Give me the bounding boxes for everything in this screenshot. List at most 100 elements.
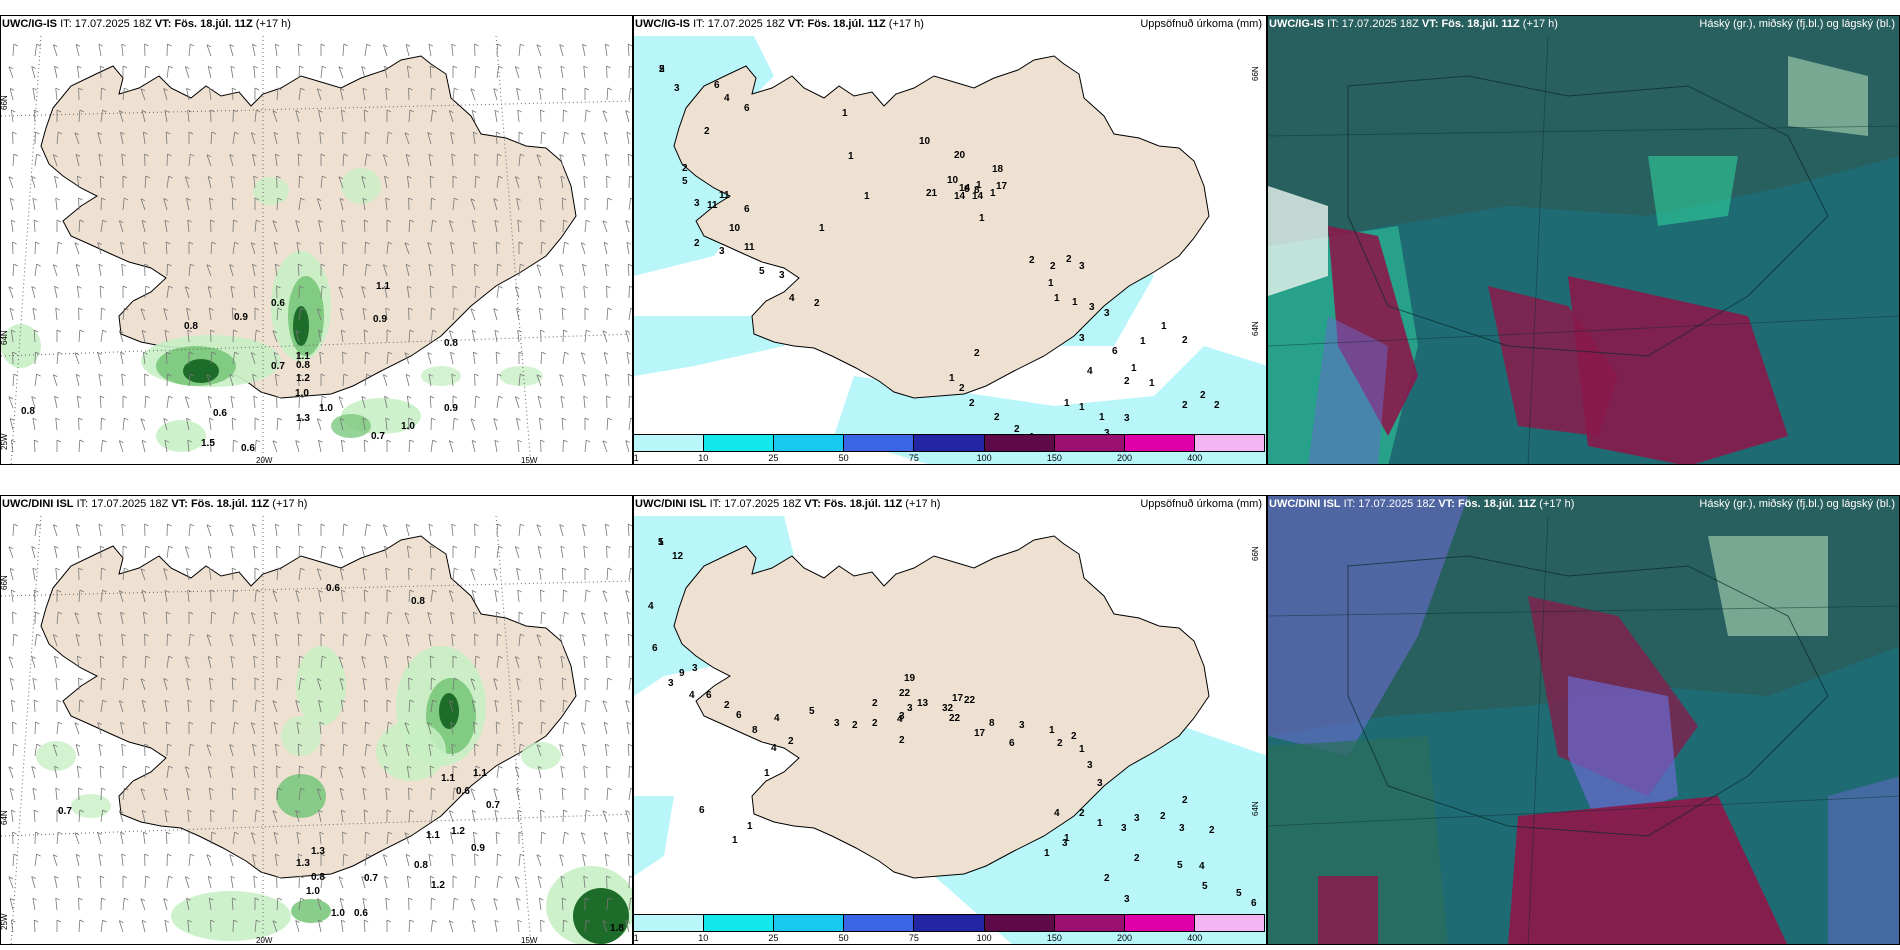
- wind-barb-flag: [187, 439, 192, 443]
- wind-barb-flag: [55, 197, 60, 201]
- wind-barb: [385, 678, 388, 691]
- wind-barb: [208, 198, 212, 211]
- wind-barb: [474, 546, 477, 559]
- iceland-coastline: [1347, 75, 1829, 357]
- wind-barb-flag: [322, 285, 327, 289]
- wind-barb-flag: [520, 633, 525, 637]
- wind-barb-flag: [366, 743, 371, 747]
- wind-barb: [276, 88, 279, 101]
- wind-barb-flag: [79, 439, 85, 443]
- legend-tick-label: 400: [1187, 933, 1203, 943]
- wind-barb-flag: [516, 87, 521, 91]
- wind-barb-flag: [362, 417, 368, 421]
- wind-barb: [514, 396, 520, 409]
- wind-barb-flag: [607, 197, 613, 201]
- wind-barb-flag: [338, 656, 344, 660]
- wind-barb: [472, 132, 476, 145]
- wind-barb-flag: [140, 678, 146, 682]
- wind-barb: [297, 854, 300, 867]
- wind-barb: [273, 832, 278, 845]
- wind-barb-flag: [54, 655, 59, 659]
- accum-precip-label: 1: [976, 180, 982, 191]
- wind-barb-flag: [56, 809, 62, 813]
- precip-value-label: 1.2: [431, 880, 445, 891]
- accum-precip-label: 3: [1121, 823, 1127, 834]
- wind-barb: [582, 634, 586, 647]
- wind-barb-flag: [564, 131, 569, 135]
- wind-barb-flag: [362, 897, 368, 901]
- wind-barb: [406, 766, 410, 779]
- wind-barb: [184, 176, 190, 189]
- wind-barb-flag: [494, 219, 500, 223]
- wind-barb-flag: [409, 329, 415, 333]
- wind-barb-flag: [210, 809, 215, 813]
- wind-barb-flag: [450, 241, 455, 245]
- wind-barb-flag: [471, 109, 477, 113]
- iceland-landmass: [40, 55, 577, 399]
- wind-barb: [120, 612, 124, 625]
- wind-barb: [97, 132, 102, 145]
- wind-barb-flag: [33, 219, 39, 223]
- wind-barb: [363, 810, 366, 823]
- wind-barb: [451, 744, 454, 757]
- precip-value-label: 0.6: [271, 298, 285, 309]
- wind-barb-flag: [386, 919, 392, 923]
- wind-barb-flag: [405, 263, 411, 267]
- wind-barb: [52, 154, 58, 167]
- wind-barb-flag: [586, 109, 591, 113]
- wind-barb: [142, 832, 146, 845]
- wind-barb-flag: [275, 43, 280, 47]
- wind-barb: [76, 66, 80, 79]
- wind-barb: [316, 678, 322, 691]
- wind-barb: [8, 656, 14, 669]
- wind-barb-flag: [474, 153, 479, 157]
- wind-barb: [429, 766, 432, 779]
- wind-barb-flag: [165, 611, 171, 615]
- wind-barb-flag: [33, 919, 39, 923]
- accum-precip-label: 1: [764, 768, 770, 779]
- wind-barb-flag: [122, 65, 128, 69]
- wind-barb: [296, 612, 300, 625]
- wind-barb: [316, 898, 322, 911]
- wind-barb: [494, 590, 498, 603]
- wind-barb: [363, 330, 366, 343]
- wind-barb: [493, 88, 498, 101]
- wind-barb: [495, 352, 498, 365]
- wind-barb: [340, 700, 344, 713]
- wind-barb-flag: [141, 109, 147, 113]
- wind-barb-flag: [75, 373, 81, 377]
- wind-barb: [474, 286, 477, 299]
- wind-barb-flag: [407, 65, 412, 69]
- wind-barb: [452, 788, 455, 801]
- wind-barb: [430, 220, 434, 233]
- precip-value-label: 0.6: [213, 408, 227, 419]
- wind-barb-flag: [74, 352, 80, 356]
- wind-barb: [206, 154, 212, 167]
- wind-barb: [253, 66, 256, 79]
- wind-barb-flag: [11, 699, 16, 703]
- wind-barb-flag: [537, 65, 543, 69]
- wind-barb: [206, 264, 212, 277]
- wind-barb: [364, 854, 368, 867]
- wind-barb-flag: [630, 197, 632, 200]
- wind-barb-flag: [210, 919, 215, 923]
- wind-barb-flag: [124, 677, 129, 681]
- wind-barb-flag: [561, 567, 567, 571]
- wind-barb: [8, 176, 14, 189]
- wind-barb: [166, 286, 170, 299]
- wind-barb-flag: [296, 611, 302, 615]
- wind-barb-flag: [365, 351, 370, 355]
- wind-barb-flag: [606, 65, 611, 69]
- wind-barb: [253, 546, 256, 559]
- wind-barb: [74, 242, 80, 255]
- legend-swatch: [1124, 915, 1195, 931]
- accum-precip-label: 2: [682, 163, 688, 174]
- wind-barb-flag: [77, 875, 82, 879]
- wind-barb-flag: [120, 611, 125, 615]
- wind-barb-flag: [55, 417, 60, 421]
- wind-barb-flag: [163, 568, 168, 571]
- wind-barb-flag: [273, 351, 279, 355]
- wind-barb: [186, 418, 190, 431]
- lat-label: 66N: [1, 95, 9, 110]
- wind-barb-flag: [540, 589, 545, 593]
